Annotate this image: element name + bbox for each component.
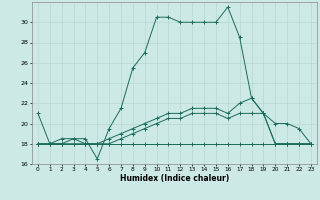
X-axis label: Humidex (Indice chaleur): Humidex (Indice chaleur): [120, 174, 229, 183]
